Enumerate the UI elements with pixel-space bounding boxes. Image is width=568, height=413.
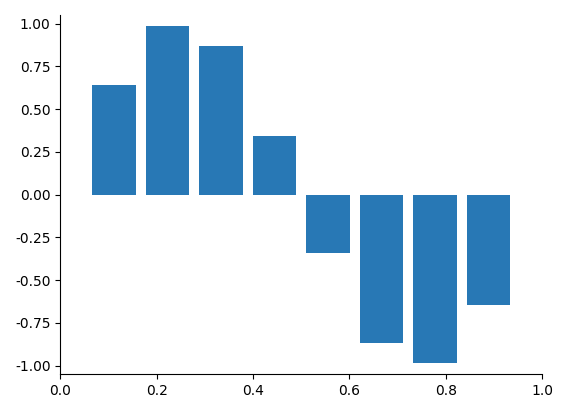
Bar bbox=[414, 195, 457, 363]
Bar bbox=[306, 195, 350, 253]
Bar bbox=[253, 136, 296, 195]
Bar bbox=[467, 195, 510, 305]
Bar bbox=[146, 26, 189, 195]
Bar bbox=[360, 195, 403, 343]
Bar bbox=[92, 85, 136, 195]
Bar bbox=[199, 47, 243, 195]
